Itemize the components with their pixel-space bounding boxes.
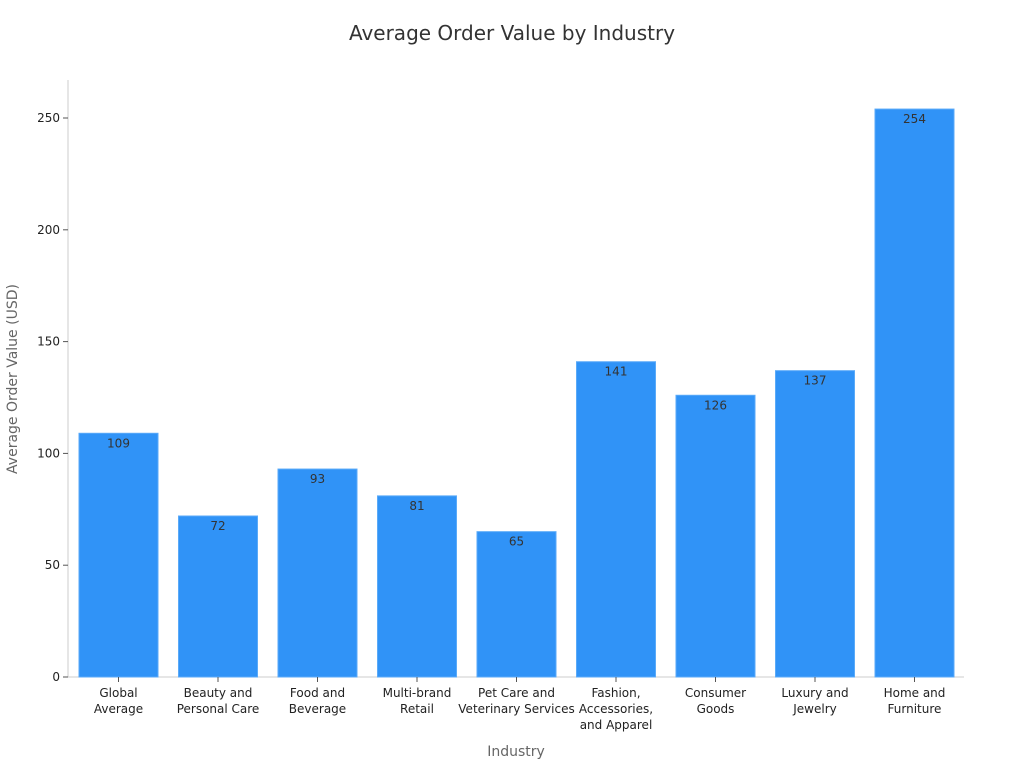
x-tick-label-line: Average [94,702,143,716]
bar-value-label: 254 [903,112,926,126]
x-tick-label-line: Furniture [888,702,942,716]
x-axis-title: Industry [487,744,545,760]
x-tick-label: Global Average [94,686,143,716]
x-axis-ticks: Global Average Beauty and Personal Care Food… [94,677,946,732]
x-tick-label-line: Food and [290,686,345,700]
y-axis-title: Average Order Value (USD) [5,284,21,474]
bar [476,531,557,678]
bar [874,108,955,678]
y-tick-label: 250 [37,111,60,125]
y-tick-label: 50 [45,558,60,572]
bars: 109 72 93 81 65 141 126 137 254 [78,108,955,678]
x-tick-label: Home and Furniture [884,686,946,716]
bar-value-label: 137 [804,374,827,388]
chart-title: Average Order Value by Industry [349,21,675,45]
x-tick-label-line: and Apparel [580,718,653,732]
x-tick-label: Fashion, Accessories, and Apparel [579,686,653,732]
bar [675,394,756,678]
x-tick-label-line: Veterinary Services [458,702,574,716]
x-tick-label-line: Multi-brand [383,686,452,700]
y-tick-label: 0 [52,670,60,684]
x-tick-label: Food and Beverage [289,686,346,716]
x-tick-label: Multi-brand Retail [383,686,452,716]
y-tick-label: 200 [37,223,60,237]
bar [576,361,656,678]
x-tick-label: Luxury and Jewelry [781,686,848,716]
x-tick-label-line: Global [99,686,137,700]
bar [78,432,159,678]
bar [377,495,457,678]
x-tick-label-line: Personal Care [177,702,260,716]
bar-value-label: 65 [509,535,524,549]
bar-value-label: 81 [409,499,424,513]
bar [277,468,358,678]
x-tick-label-line: Luxury and [781,686,848,700]
bar-value-label: 93 [310,472,325,486]
x-tick-label-line: Fashion, [591,686,640,700]
y-tick-label: 150 [37,335,60,349]
x-tick-label: Beauty and Personal Care [177,686,260,716]
x-tick-label-line: Accessories, [579,702,653,716]
bar-value-label: 141 [605,365,628,379]
bar-value-label: 126 [704,398,727,412]
bar-value-label: 72 [210,519,225,533]
x-tick-label-line: Pet Care and [478,686,555,700]
x-tick-label-line: Goods [697,702,735,716]
x-tick-label-line: Beverage [289,702,346,716]
x-tick-label-line: Home and [884,686,946,700]
x-tick-label: Pet Care and Veterinary Services [458,686,574,716]
x-tick-label-line: Beauty and [184,686,253,700]
bar [775,370,855,678]
bar [178,515,258,678]
x-tick-label-line: Consumer [685,686,746,700]
x-tick-label-line: Jewelry [792,702,837,716]
y-tick-label: 100 [37,446,60,460]
x-tick-label-line: Retail [400,702,434,716]
y-axis-ticks: 0 50 100 150 200 250 [37,111,68,684]
x-tick-label: Consumer Goods [685,686,746,716]
bar-value-label: 109 [107,436,130,450]
